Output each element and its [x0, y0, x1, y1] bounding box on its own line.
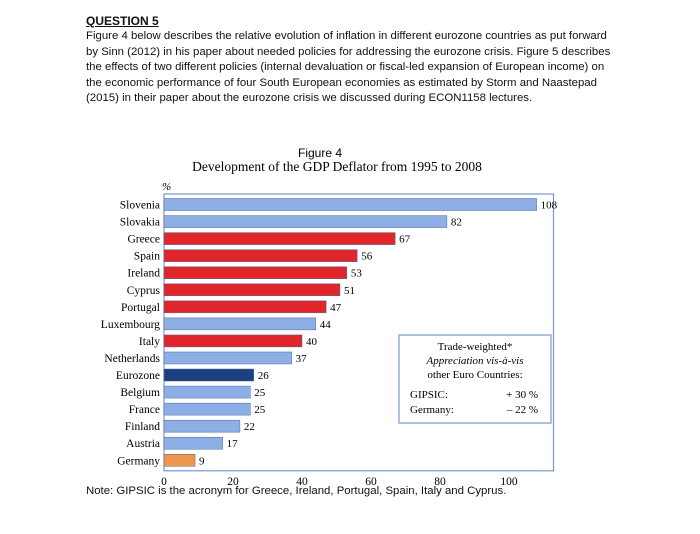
value-label-austria: 17 [227, 438, 239, 450]
x-tick-label-60: 60 [365, 476, 377, 488]
value-label-luxembourg: 44 [320, 319, 332, 331]
bar-slovenia [163, 198, 537, 211]
value-label-greece: 67 [399, 234, 411, 246]
question-body: Figure 4 below describes the relative ev… [86, 30, 611, 105]
value-label-germany: 9 [199, 455, 205, 467]
y-axis-unit: % [162, 181, 171, 193]
category-label-italy: Italy [139, 336, 160, 348]
bar-eurozone [163, 368, 254, 382]
category-label-france: France [129, 404, 160, 416]
category-label-slovenia: Slovenia [120, 200, 160, 212]
category-label-greece: Greece [127, 234, 160, 246]
bar-netherlands [163, 351, 292, 365]
category-label-austria: Austria [126, 438, 160, 450]
x-tick-label-20: 20 [227, 476, 239, 488]
category-label-ireland: Ireland [127, 268, 160, 280]
value-label-slovakia: 82 [451, 217, 462, 229]
bar-germany [163, 454, 196, 467]
x-tick-label-80: 80 [434, 476, 446, 488]
bar-belgium [163, 385, 251, 399]
legend-box: Trade-weighted* Appreciation vis-à-vis o… [398, 334, 552, 424]
value-label-ireland: 53 [351, 268, 363, 280]
value-label-eurozone: 26 [258, 370, 270, 382]
legend-gipsic-label: GIPSIC: [410, 389, 448, 401]
category-label-finland: Finland [125, 421, 160, 433]
bar-finland [163, 419, 241, 433]
category-label-cyprus: Cyprus [127, 285, 161, 297]
value-label-spain: 56 [361, 251, 373, 263]
bar-greece [163, 232, 396, 245]
value-label-portugal: 47 [330, 302, 342, 314]
value-label-france: 25 [254, 404, 266, 416]
value-label-italy: 40 [306, 336, 318, 348]
bar-portugal [163, 300, 327, 314]
category-label-portugal: Portugal [121, 302, 160, 314]
legend-germany-label: Germany: [410, 404, 454, 416]
bar-slovakia [163, 215, 448, 228]
bar-luxembourg [163, 317, 317, 331]
plot-frame [163, 193, 555, 472]
legend-germany-value: – 22 % [506, 404, 538, 416]
legend-frame [398, 334, 552, 424]
x-tick-label-40: 40 [296, 476, 308, 488]
category-label-netherlands: Netherlands [104, 353, 160, 365]
chart-title: Development of the GDP Deflator from 199… [192, 159, 482, 174]
bar-france [163, 402, 251, 416]
category-label-germany: Germany [117, 455, 160, 467]
bar-austria [163, 436, 223, 450]
x-tick-label-0: 0 [161, 476, 167, 488]
figure-label: Figure 4 [298, 146, 342, 160]
legend-line-2: Appreciation vis-à-vis [425, 355, 523, 367]
question-heading: QUESTION 5 [86, 14, 159, 28]
value-label-slovenia: 108 [541, 200, 558, 212]
bar-italy [163, 334, 303, 348]
value-label-netherlands: 37 [296, 353, 308, 365]
bar-ireland [163, 266, 348, 279]
category-label-luxembourg: Luxembourg [101, 319, 160, 331]
category-label-spain: Spain [134, 251, 160, 263]
value-label-belgium: 25 [254, 387, 266, 399]
legend-line-1: Trade-weighted* [438, 341, 513, 353]
plot-area: Slovenia 108 Slovakia 82 Greece 67 Spain 56 Irel… [101, 193, 558, 488]
category-label-slovakia: Slovakia [120, 217, 160, 229]
value-label-cyprus: 51 [344, 285, 355, 297]
legend-line-3: other Euro Countries: [427, 369, 522, 381]
bar-cyprus [163, 283, 341, 297]
legend-gipsic-value: + 30 % [506, 389, 538, 401]
chart-note: Note: GIPSIC is the acronym for Greece, … [86, 485, 507, 497]
value-label-finland: 22 [244, 421, 255, 433]
category-label-belgium: Belgium [120, 387, 160, 399]
x-tick-label-100: 100 [500, 476, 518, 488]
question-block: QUESTION 5 Figure 4 below describes the … [86, 14, 616, 106]
category-label-eurozone: Eurozone [116, 370, 160, 382]
bar-spain [163, 249, 358, 262]
